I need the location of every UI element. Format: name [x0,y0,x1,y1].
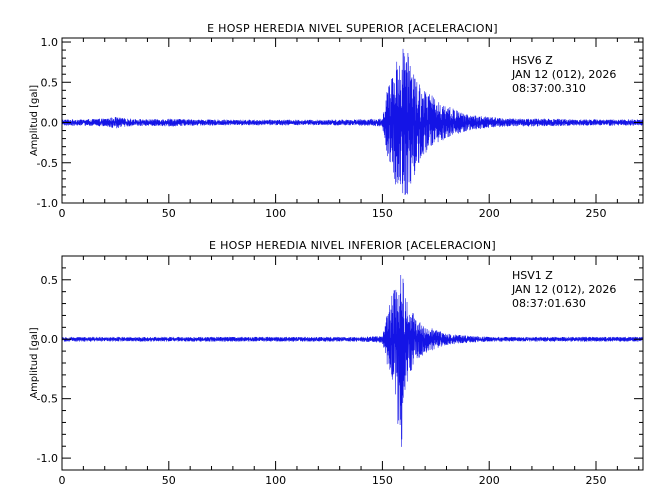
x-tick-label: 100 [265,474,286,487]
y-tick-label: 0.0 [41,117,59,130]
x-tick-label: 250 [586,207,607,220]
chart-title: E HOSP HEREDIA NIVEL INFERIOR [ACELERACI… [209,239,496,252]
y-tick-label: 0.0 [41,333,59,346]
x-tick-label: 250 [586,474,607,487]
plot-frame [61,37,644,204]
station-annotation: HSV1 Z [512,269,553,282]
chart-title: E HOSP HEREDIA NIVEL SUPERIOR [ACELERACI… [207,22,498,35]
y-tick-label: 1.0 [41,36,59,49]
upper-level-panel: E HOSP HEREDIA NIVEL SUPERIOR [ACELERACI… [29,22,644,220]
waveform-trace [62,274,643,447]
y-axis-label: Amplitud [gal] [29,327,40,398]
x-tick-label: 150 [372,474,393,487]
y-tick-label: -1.0 [37,452,58,465]
y-tick-label: 0.5 [41,274,59,287]
y-tick-label: -0.5 [37,157,58,170]
x-tick-label: 50 [162,207,176,220]
x-tick-label: 0 [59,207,66,220]
time-annotation: 08:37:01.630 [512,297,586,310]
x-tick-label: 150 [372,207,393,220]
date-annotation: JAN 12 (012), 2026 [511,68,616,81]
station-annotation: HSV6 Z [512,54,553,67]
time-annotation: 08:37:00.310 [512,82,586,95]
x-tick-label: 0 [59,474,66,487]
x-tick-label: 200 [479,207,500,220]
date-annotation: JAN 12 (012), 2026 [511,283,616,296]
x-tick-label: 100 [265,207,286,220]
waveform-trace [62,48,643,196]
x-tick-label: 200 [479,474,500,487]
y-tick-label: 0.5 [41,76,59,89]
y-axis-label: Amplitud [gal] [29,85,40,156]
y-tick-label: -0.5 [37,393,58,406]
x-tick-label: 50 [162,474,176,487]
y-tick-label: -1.0 [37,197,58,210]
lower-level-panel: E HOSP HEREDIA NIVEL INFERIOR [ACELERACI… [29,239,644,487]
